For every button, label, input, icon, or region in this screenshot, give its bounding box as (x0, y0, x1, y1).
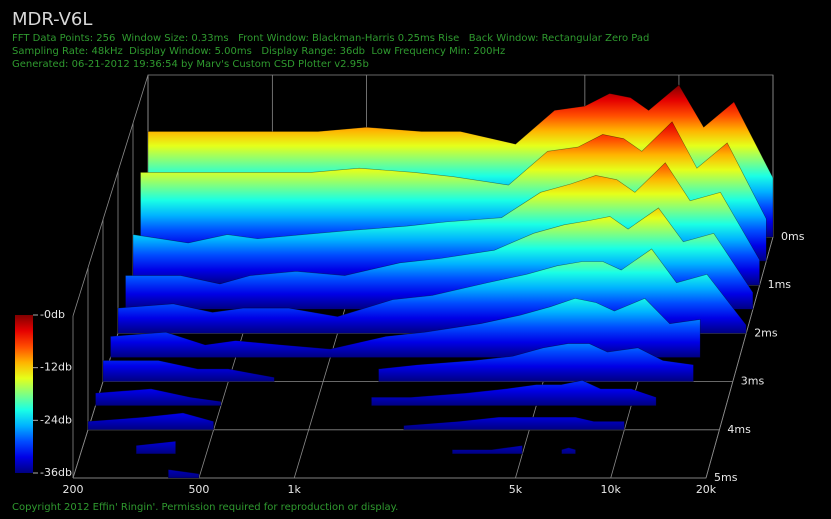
x-tick-label: 10k (601, 483, 622, 496)
x-tick-label: 500 (188, 483, 209, 496)
z-tick-label: 4ms (727, 423, 751, 436)
footer: Copyright 2012 Effin' Ringin'. Permissio… (12, 502, 398, 513)
x-tick-label: 200 (63, 483, 84, 496)
chart-title: MDR-V6L (12, 9, 92, 30)
colorbar-label: -24db (40, 413, 72, 426)
csd-slice (110, 298, 701, 358)
info-line: FFT Data Points: 256 Window Size: 0.33ms… (12, 33, 649, 44)
colorbar-label: -36db (40, 466, 72, 479)
x-tick-label: 1k (288, 483, 302, 496)
z-tick-label: 1ms (768, 278, 792, 291)
info-line: Generated: 06-21-2012 19:36:54 by Marv's… (12, 59, 369, 70)
z-tick-label: 5ms (714, 471, 738, 484)
left-wall-top (72, 74, 149, 317)
csd-slice (102, 343, 694, 382)
z-tick-label: 0ms (781, 230, 805, 243)
csd-slice (167, 469, 200, 479)
x-tick-label: 5k (509, 483, 523, 496)
z-tick-label: 2ms (754, 326, 778, 339)
z-tick-label: 3ms (741, 375, 765, 388)
csd-slice (135, 440, 576, 455)
csd-slice (95, 380, 657, 406)
colorbar (15, 315, 33, 473)
x-tick-label: 20k (696, 483, 717, 496)
grid-line (705, 236, 774, 479)
colorbar-label: -12db (40, 361, 72, 374)
csd-slice (87, 412, 625, 431)
colorbar-label: -0db (40, 308, 65, 321)
info-line: Sampling Rate: 48kHz Display Window: 5.0… (12, 46, 505, 57)
